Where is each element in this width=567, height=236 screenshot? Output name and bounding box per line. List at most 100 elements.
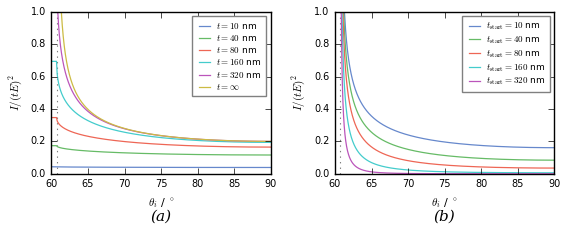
$t_{\rm start}=10$ nm [343, 36, 350, 38]
$t_{\rm start}=40$ nm [544, 159, 551, 162]
$t=\infty$ [60, 29, 66, 32]
$t_{\rm start}=320$ nm [544, 172, 551, 175]
$t=320$ nm [60, 59, 66, 62]
$t_{\rm start}=320$ nm [504, 172, 511, 175]
$t=80$ nm [261, 146, 268, 148]
$t=10$ nm [261, 166, 268, 169]
$t_{\rm start}=10$ nm [544, 146, 551, 149]
$t=\infty$ [48, 10, 55, 13]
Text: (b): (b) [434, 210, 455, 223]
$t=80$ nm [48, 116, 55, 119]
$t=320$ nm [48, 10, 55, 13]
X-axis label: $\theta_i$ / $^\circ$: $\theta_i$ / $^\circ$ [431, 196, 458, 210]
$t=320$ nm [261, 140, 268, 143]
$t=80$ nm [221, 145, 227, 148]
Legend: $t_{\rm start}=10$ nm, $t_{\rm start}=40$ nm, $t_{\rm start}=80$ nm, $t_{\rm sta: $t_{\rm start}=10$ nm, $t_{\rm start}=40… [462, 16, 549, 92]
$t_{\rm start}=10$ nm [504, 145, 511, 148]
$t_{\rm start}=40$ nm [332, 10, 338, 13]
$t=320$ nm [149, 133, 156, 136]
$t=320$ nm [267, 140, 274, 143]
$t=160$ nm [221, 140, 227, 143]
$t_{\rm start}=10$ nm [551, 146, 557, 149]
$t_{\rm start}=10$ nm [433, 139, 439, 142]
$t=\infty$ [155, 134, 162, 137]
$t_{\rm start}=160$ nm [544, 171, 551, 174]
$t_{\rm start}=10$ nm [438, 140, 445, 143]
$t=160$ nm [261, 141, 268, 144]
$t=40$ nm [48, 144, 55, 147]
$t=\infty$ [261, 140, 268, 143]
$t=10$ nm [60, 165, 66, 168]
$t_{\rm start}=320$ nm [433, 172, 439, 175]
$t_{\rm start}=40$ nm [504, 158, 511, 161]
$t_{\rm start}=10$ nm [544, 146, 551, 149]
Line: $t_{\rm start}=80$ nm: $t_{\rm start}=80$ nm [335, 12, 554, 168]
Line: $t=\infty$: $t=\infty$ [52, 12, 270, 141]
$t=160$ nm [267, 141, 274, 144]
$t=40$ nm [267, 154, 274, 156]
Y-axis label: $I/(tE)^2$: $I/(tE)^2$ [290, 74, 307, 111]
$t_{\rm start}=80$ nm [551, 167, 557, 169]
$t_{\rm start}=40$ nm [433, 153, 439, 156]
$t=40$ nm [155, 152, 162, 155]
$t=10$ nm [48, 165, 55, 168]
$t=80$ nm [155, 143, 162, 146]
Line: $t_{\rm start}=10$ nm: $t_{\rm start}=10$ nm [335, 12, 554, 148]
$t=\infty$ [267, 140, 274, 143]
Y-axis label: $I/(tE)^2$: $I/(tE)^2$ [7, 74, 24, 111]
$t=10$ nm [149, 166, 156, 169]
$t=320$ nm [261, 140, 268, 143]
$t_{\rm start}=80$ nm [544, 167, 551, 169]
$t=10$ nm [261, 166, 268, 169]
$t=10$ nm [155, 166, 162, 169]
$t=10$ nm [221, 166, 227, 169]
$t_{\rm start}=40$ nm [544, 159, 551, 162]
$t_{\rm start}=160$ nm [504, 171, 511, 174]
$t_{\rm start}=320$ nm [551, 172, 557, 175]
$t_{\rm start}=40$ nm [343, 54, 350, 57]
$t=160$ nm [149, 135, 156, 138]
$t_{\rm start}=80$ nm [343, 75, 350, 78]
$t=160$ nm [261, 141, 268, 144]
$t=40$ nm [261, 154, 268, 156]
Line: $t=160$ nm: $t=160$ nm [52, 61, 270, 142]
$t_{\rm start}=80$ nm [332, 10, 338, 13]
$t_{\rm start}=160$ nm [551, 171, 557, 174]
Legend: $t=10$ nm, $t=40$ nm, $t=80$ nm, $t=160$ nm, $t=320$ nm, $t=\infty$: $t=10$ nm, $t=40$ nm, $t=80$ nm, $t=160$… [192, 16, 266, 97]
$t=160$ nm [60, 94, 66, 97]
$t_{\rm start}=80$ nm [544, 167, 551, 169]
$t_{\rm start}=160$ nm [438, 170, 445, 173]
$t_{\rm start}=320$ nm [438, 172, 445, 175]
$t_{\rm start}=40$ nm [551, 159, 557, 162]
$t_{\rm start}=160$ nm [433, 170, 439, 173]
$t=40$ nm [149, 152, 156, 155]
Line: $t_{\rm start}=160$ nm: $t_{\rm start}=160$ nm [335, 12, 554, 173]
$t=320$ nm [155, 134, 162, 137]
$t=160$ nm [155, 136, 162, 139]
$t=80$ nm [149, 142, 156, 145]
$t_{\rm start}=80$ nm [504, 166, 511, 169]
$t_{\rm start}=80$ nm [438, 163, 445, 166]
$t=320$ nm [221, 139, 227, 142]
$t_{\rm start}=40$ nm [438, 154, 445, 156]
$t=80$ nm [267, 146, 274, 148]
$t=40$ nm [221, 153, 227, 156]
$t_{\rm start}=10$ nm [332, 10, 338, 13]
Line: $t=80$ nm: $t=80$ nm [52, 118, 270, 147]
$t_{\rm start}=320$ nm [544, 172, 551, 175]
$t=80$ nm [261, 146, 268, 148]
Line: $t=40$ nm: $t=40$ nm [52, 146, 270, 155]
$t_{\rm start}=320$ nm [343, 143, 350, 145]
$t=\infty$ [261, 140, 268, 143]
$t=40$ nm [60, 147, 66, 150]
$t=\infty$ [221, 139, 227, 142]
$t=\infty$ [149, 133, 156, 136]
$t_{\rm start}=160$ nm [343, 107, 350, 110]
Text: (a): (a) [150, 210, 172, 223]
Line: $t_{\rm start}=320$ nm: $t_{\rm start}=320$ nm [335, 12, 554, 174]
Line: $t=320$ nm: $t=320$ nm [52, 12, 270, 141]
$t=40$ nm [261, 154, 268, 156]
Line: $t=10$ nm: $t=10$ nm [52, 167, 270, 168]
$t_{\rm start}=160$ nm [544, 171, 551, 174]
$t_{\rm start}=160$ nm [332, 10, 338, 13]
